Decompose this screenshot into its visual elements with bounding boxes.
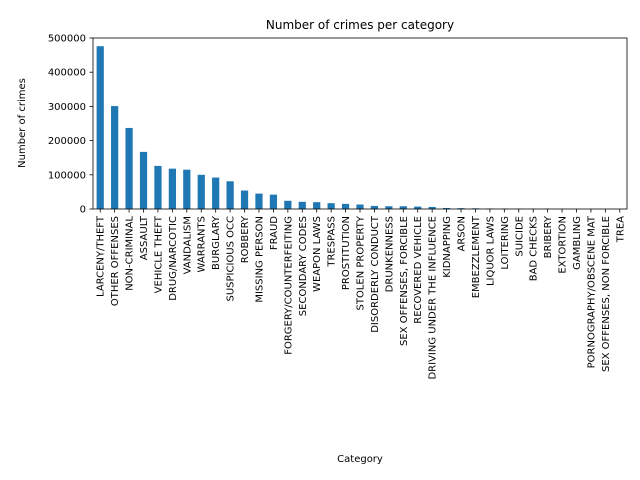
plot-frame (92, 37, 628, 210)
x-tick-label: BAD CHECKS (529, 216, 540, 281)
x-tick-label: STOLEN PROPERTY (356, 215, 367, 310)
bar (168, 168, 176, 209)
chart-title: Number of crimes per category (266, 18, 454, 32)
bar (255, 193, 263, 209)
x-tick-label: EXTORTION (558, 216, 569, 274)
bar (399, 206, 407, 209)
x-tick-label: OTHER OFFENSES (110, 216, 121, 306)
bar (183, 169, 191, 209)
y-tick-label: 400000 (48, 68, 86, 79)
x-tick-label: TREA (615, 216, 626, 243)
x-tick-label: PROSTITUTION (341, 216, 352, 290)
x-tick-label: ASSAULT (139, 215, 150, 260)
x-tick-label: DRUNKENNESS (384, 216, 395, 292)
bar (111, 106, 119, 209)
x-tick-label: SEX OFFENSES, FORCIBLE (399, 216, 410, 346)
bar (341, 203, 350, 209)
bar (226, 181, 234, 209)
x-tick-label: KIDNAPPING (442, 216, 453, 278)
x-tick-label: BRIBERY (543, 215, 554, 258)
bar (385, 206, 393, 209)
x-tick-label: SUICIDE (514, 216, 525, 257)
bar (457, 208, 465, 209)
x-tick-label: RECOVERED VEHICLE (413, 216, 424, 324)
bar (96, 46, 104, 210)
x-tick-label: WARRANTS (197, 216, 208, 272)
bars-group (96, 46, 624, 210)
bar (356, 204, 364, 209)
x-tick-label: SEX OFFENSES, NON FORCIBLE (601, 216, 612, 372)
x-tick-label: PORNOGRAPHY/OBSCENE MAT (586, 215, 597, 368)
x-axis: LARCENY/THEFT OTHER OFFENSES NON-CRIMINAL A… (96, 209, 626, 380)
x-tick-label: VANDALISM (182, 216, 193, 274)
x-tick-label: TRESPASS (327, 216, 338, 268)
bar (298, 201, 306, 209)
x-tick-label: DRIVING UNDER THE INFLUENCE (428, 216, 439, 380)
x-tick-label: FORGERY/COUNTERFEITING (283, 216, 294, 355)
x-tick-label: LARCENY/THEFT (96, 215, 107, 297)
y-tick-label: 500000 (48, 34, 86, 45)
bar (370, 205, 379, 209)
bar (414, 206, 422, 209)
y-tick-label: 100000 (48, 170, 86, 181)
y-tick-label: 200000 (48, 136, 86, 147)
bar (313, 202, 321, 209)
x-tick-label: NON-CRIMINAL (125, 216, 136, 291)
x-tick-label: SECONDARY CODES (298, 216, 309, 316)
bar (154, 165, 162, 209)
x-tick-label: LIQUOR LAWS (485, 216, 496, 286)
x-tick-label: DISORDERLY CONDUCT (370, 215, 381, 333)
x-tick-label: BURGLARY (211, 215, 222, 270)
x-tick-label: VEHICLE THEFT (153, 215, 164, 293)
bar (139, 151, 148, 209)
x-tick-label: LOITERING (500, 216, 511, 270)
bar (327, 203, 335, 209)
x-tick-label: FRAUD (269, 216, 280, 250)
y-tick-label: 300000 (48, 102, 86, 113)
bar (125, 127, 133, 209)
bar (269, 194, 278, 209)
y-axis: 0 100000 200000 300000 400000 500000 (48, 34, 93, 216)
bar (240, 190, 249, 209)
x-tick-label: MISSING PERSON (254, 216, 265, 303)
y-axis-label: Number of crimes (17, 78, 28, 168)
x-tick-label: SUSPICIOUS OCC (226, 216, 237, 301)
y-tick-label: 0 (80, 205, 86, 216)
x-axis-label: Category (337, 454, 383, 465)
bar (442, 207, 451, 209)
bar (197, 174, 205, 209)
x-tick-label: ROBBERY (240, 215, 251, 263)
x-tick-label: DRUG/NARCOTIC (168, 216, 179, 301)
x-tick-label: GAMBLING (572, 216, 583, 270)
x-tick-label: WEAPON LAWS (312, 216, 323, 292)
bar (284, 200, 292, 209)
bar (212, 177, 220, 209)
bar (428, 206, 436, 209)
x-tick-label: ARSON (457, 216, 468, 252)
x-tick-label: EMBEZZLEMENT (471, 215, 482, 298)
